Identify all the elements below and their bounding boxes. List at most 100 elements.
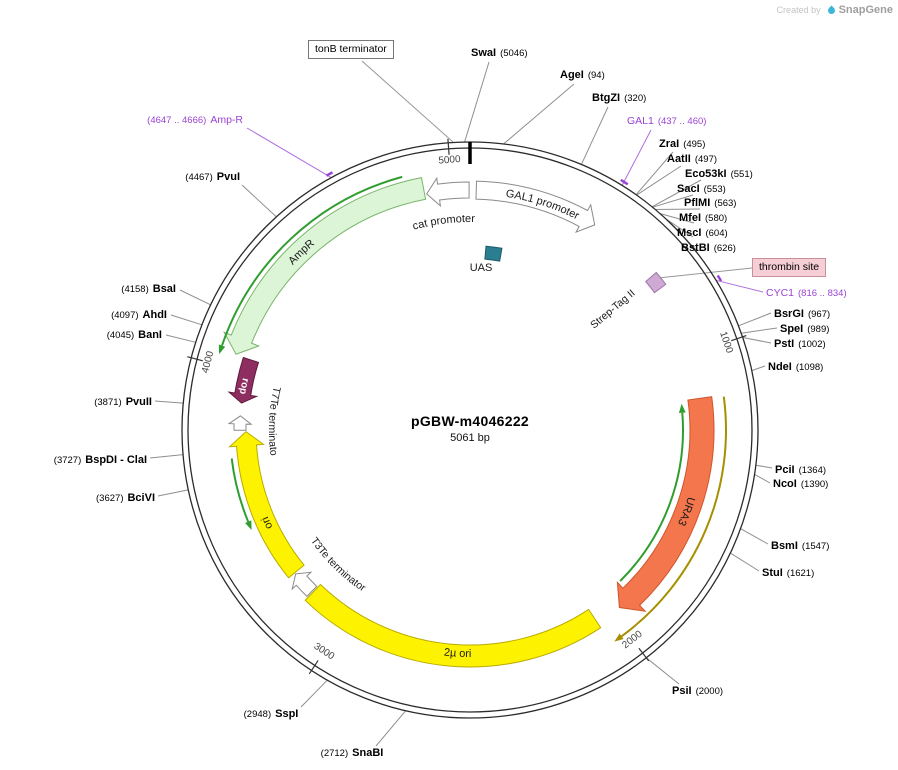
- tick-2000: [638, 647, 650, 662]
- callout-line-spei: [741, 327, 778, 334]
- callout-line-ncoi: [754, 473, 771, 484]
- enzyme-label-agei: AgeI (94): [560, 69, 605, 81]
- arrowhead-ura3-outer-arc: [614, 633, 624, 642]
- feature-uas: [484, 245, 503, 262]
- thrombin-site-label: thrombin site: [752, 258, 827, 277]
- arrow-ampr-direction: [221, 175, 403, 346]
- callout-line-aatii: [636, 165, 682, 196]
- enzyme-label-snabi: (2712) SnaBI: [321, 747, 384, 759]
- callout-line-swai: [464, 61, 490, 143]
- callout-line-btgzi: [580, 106, 609, 165]
- feature-cat-promoter: [426, 176, 470, 208]
- feature-label-two-micron-ori: 2µ ori: [443, 647, 471, 660]
- enzyme-label-eco53ki: Eco53kI (551): [685, 168, 753, 180]
- watermark-prefix: Created by: [776, 5, 821, 15]
- callout-line-bani: [165, 334, 196, 343]
- callout-line-eco53ki: [651, 179, 702, 208]
- feature-ampr: [223, 177, 427, 355]
- snapgene-drop-icon: [826, 5, 837, 15]
- tick-5000: [447, 138, 450, 155]
- enzyme-label-cyc1: CYC1 (816 .. 834): [766, 287, 847, 299]
- snapgene-watermark: Created by SnapGene: [777, 4, 893, 16]
- inner-feature-labels: UAS Strep-Tag II: [470, 262, 638, 331]
- callout-line-psii: [645, 657, 680, 685]
- feature-ura3: [616, 396, 715, 612]
- feature-ori: [228, 430, 305, 579]
- enzyme-label-saci: SacI (553): [677, 183, 726, 195]
- enzyme-label-swai: SwaI (5046): [471, 47, 528, 59]
- enzyme-label-pcii: PciI (1364): [775, 464, 826, 476]
- scale-ticks: [187, 138, 747, 675]
- enzyme-label-bstbi: BstBI (626): [681, 242, 736, 254]
- tonb-line: [361, 60, 454, 143]
- callout-line-gal1: [621, 129, 652, 186]
- enzyme-label-sspi: (2948) SspI: [244, 708, 299, 720]
- callout-line-ndei: [751, 365, 766, 372]
- callout-line-pflmi: [655, 208, 701, 210]
- enzyme-label-ndei: NdeI (1098): [768, 361, 823, 373]
- plasmid-title: pGBW-m4046222: [411, 413, 529, 429]
- feature-label-strep-tag-ii: Strep-Tag II: [588, 287, 637, 331]
- callout-line-bsmi: [740, 528, 769, 545]
- tonb-terminator-label: tonB terminator: [308, 40, 394, 59]
- callout-line-snabi: [375, 710, 407, 747]
- feature-strep-tag-ii: [644, 271, 667, 294]
- tick-label-5000: 5000: [438, 154, 461, 167]
- callout-line-zrai: [635, 151, 674, 196]
- enzyme-label-ncoi: NcoI (1390): [773, 478, 828, 490]
- feature-t7te-terminator: [227, 415, 253, 431]
- feature-label-t3te-terminator: T3Te terminator: [308, 535, 368, 594]
- enzyme-label-stui: StuI (1621): [762, 567, 814, 579]
- amp-r-bracket: [325, 171, 334, 177]
- feature-label-uas: UAS: [470, 262, 493, 274]
- callout-line-ahdi: [170, 314, 203, 326]
- enzyme-label-bcivi: (3627) BciVI: [96, 492, 155, 504]
- callout-line-agei: [503, 83, 575, 145]
- arrowhead-ori-direction: [245, 520, 252, 530]
- enzyme-label-ahdi: (4097) AhdI: [111, 309, 167, 321]
- feature-label-cat-promoter: cat promoter: [411, 213, 475, 233]
- feature-two-micron-ori: [304, 583, 602, 668]
- callout-line-bcivi: [157, 489, 189, 497]
- callout-line-bspdi-clai: [149, 454, 184, 459]
- feature-gal1-promoter: [475, 180, 596, 234]
- enzyme-label-gal1: GAL1 (437 .. 460): [627, 115, 706, 127]
- gal1-bracket: [620, 178, 629, 186]
- enzyme-label-bsmi: BsmI (1547): [771, 540, 829, 552]
- arrow-ori-direction: [230, 458, 250, 523]
- feature-label-ori: ori: [259, 515, 275, 531]
- tick-label-2000: 2000: [620, 629, 645, 652]
- tick-1000: [731, 335, 747, 342]
- callout-line-cyc1: [715, 279, 764, 293]
- callout-line-msci: [666, 218, 694, 238]
- enzyme-label-psii: PsiI (2000): [672, 685, 723, 697]
- enzyme-label-bspdi-clai: (3727) BspDI - ClaI: [54, 454, 147, 466]
- enzyme-label-pvui: (4467) PvuI: [185, 171, 240, 183]
- tick-label-3000: 3000: [312, 641, 337, 663]
- callout-line-bsrgi: [738, 312, 772, 327]
- enzyme-label-mfei: MfeI (580): [679, 212, 727, 224]
- tick-3000: [308, 660, 319, 675]
- callout-line-pvuii: [154, 400, 184, 404]
- enzyme-label-pflmi: PflMI (563): [684, 197, 736, 209]
- watermark-brand: SnapGene: [838, 4, 893, 16]
- feature-rop: [227, 356, 260, 404]
- enzyme-labels: SwaI (5046) AgeI (94) BtgZI (320) GAL1 (437 .. …: [54, 47, 847, 759]
- cyc1-bracket: [716, 274, 723, 282]
- tick-label-1000: 1000: [717, 330, 735, 355]
- callout-line-saci: [652, 194, 694, 208]
- enzyme-label-aatii: AatII (497): [667, 153, 717, 165]
- callout-line-amp-r: [246, 127, 332, 179]
- annotation-brackets: [325, 171, 723, 282]
- arrow-ura3-outer-arc: [621, 396, 727, 638]
- feature-t3te-terminator: [291, 571, 318, 598]
- arrowhead-ura3-direction: [678, 403, 686, 413]
- callout-line-psti: [742, 337, 772, 344]
- enzyme-label-bsrgi: BsrGI (967): [774, 308, 830, 320]
- callout-line-pcii: [755, 464, 773, 469]
- enzyme-label-btgzi: BtgZI (320): [592, 92, 646, 104]
- arrow-ura3-direction: [619, 412, 684, 582]
- enzyme-label-spei: SpeI (989): [780, 323, 829, 335]
